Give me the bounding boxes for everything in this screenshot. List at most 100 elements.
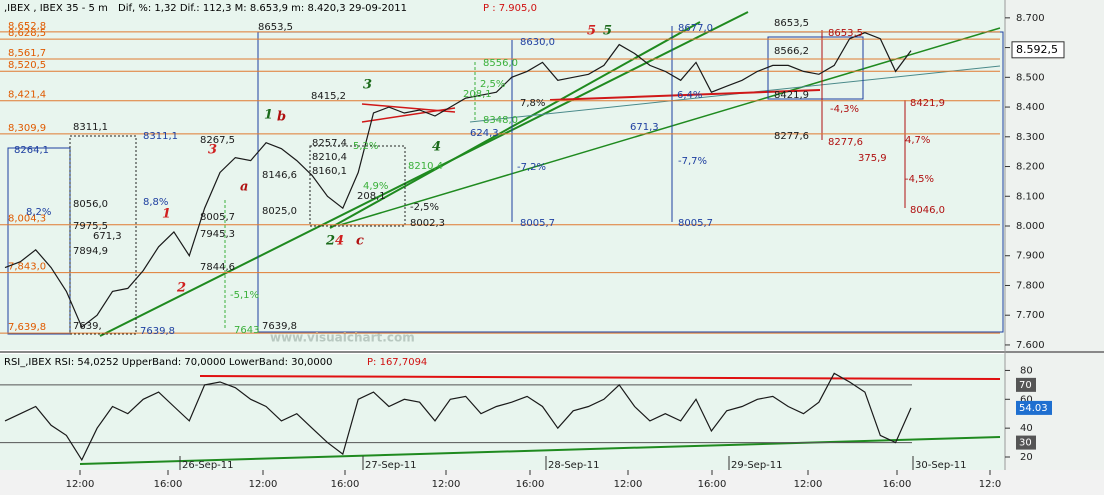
- measure-box: [7, 147, 71, 335]
- annotation: 8311,1: [143, 131, 178, 142]
- date-label: 29-Sep-11: [731, 460, 783, 471]
- rsi-last-label: 54.03: [1019, 403, 1048, 414]
- wave-label: 3: [363, 78, 372, 93]
- y-tick-label: 7.900: [1016, 251, 1045, 262]
- date-label: 27-Sep-11: [365, 460, 417, 471]
- y-tick-label: 8.100: [1016, 191, 1045, 202]
- level-label: 8,628,5: [8, 28, 46, 39]
- annotation: 375,9: [858, 153, 887, 164]
- annotation: 8421,9: [774, 90, 809, 101]
- annotation: 8566,2: [774, 46, 809, 57]
- annotation: 208,1: [463, 89, 492, 100]
- y-tick-label: 8.000: [1016, 221, 1045, 232]
- annotation: 8,8%: [143, 197, 168, 208]
- level-label: 7,843,0: [8, 262, 46, 273]
- wave-label: 2: [325, 234, 335, 249]
- annotation: -4,3%: [830, 104, 859, 115]
- annotation: 7639,8: [140, 326, 175, 337]
- measure-box: [69, 135, 137, 335]
- annotation: 208,1: [357, 191, 386, 202]
- date-label: 30-Sep-11: [915, 460, 967, 471]
- annotation: 8311,1: [73, 122, 108, 133]
- annotation: 8046,0: [910, 205, 945, 216]
- x-tick-label: 12:00: [249, 479, 278, 490]
- y-tick-label: 7.700: [1016, 310, 1045, 321]
- wave-label: 2: [176, 281, 186, 296]
- annotation: 8146,6: [262, 170, 297, 181]
- rsi-band-label: 30: [1019, 438, 1032, 449]
- level-label: 8,520,5: [8, 60, 46, 71]
- wave-label: 4: [335, 234, 344, 249]
- level-label: 8,421,4: [8, 90, 46, 101]
- level-label: 7,639,8: [8, 322, 46, 333]
- y-tick-label: 8.200: [1016, 162, 1045, 173]
- annotation: 8005,7: [200, 212, 235, 223]
- annotation: -7,7%: [678, 156, 707, 167]
- annotation: 8005,7: [520, 218, 555, 229]
- rsi-y-tick-label: 60: [1020, 394, 1033, 405]
- annotation: 7894,9: [73, 246, 108, 257]
- annotation: 8277,6: [774, 131, 809, 142]
- annotation: 7844,6: [200, 262, 235, 273]
- trendline: [99, 11, 749, 337]
- annotation: 671,3: [630, 122, 659, 133]
- trendline: [549, 89, 821, 101]
- rsi-header-p: P: 167,7094: [367, 357, 427, 368]
- price-line: [4, 372, 912, 462]
- rsi-trendline: [199, 375, 1001, 380]
- annotation: 8677,0: [678, 23, 713, 34]
- rsi-last-box: [1016, 400, 1052, 415]
- annotation: 8264,1: [14, 145, 49, 156]
- wave-label: 5: [587, 24, 596, 39]
- annotation: 7,8%: [520, 98, 545, 109]
- annotation: 8630,0: [520, 37, 555, 48]
- rsi-band-box: [1016, 377, 1036, 392]
- annotation: 7643: [234, 325, 259, 336]
- annotation: 8056,0: [73, 199, 108, 210]
- annotation: -7,2%: [517, 162, 546, 173]
- last-value-label: 8.592,5: [1016, 43, 1058, 56]
- wave-label: a: [240, 180, 248, 195]
- measure-box: [309, 145, 406, 227]
- x-tick-label: 16:00: [698, 479, 727, 490]
- annotation: 8653,5: [774, 18, 809, 29]
- wave-label: c: [356, 234, 364, 249]
- annotation: 8002,3: [410, 218, 445, 229]
- annotation: 5,2%: [353, 141, 378, 152]
- date-label: 28-Sep-11: [548, 460, 600, 471]
- price-line: [4, 32, 912, 329]
- wave-label: 1: [162, 207, 171, 222]
- level-label: 8,652,8: [8, 21, 46, 32]
- annotation: 7639,: [73, 321, 102, 332]
- annotation: 8653,5: [258, 22, 293, 33]
- y-tick-label: 8.500: [1016, 72, 1045, 83]
- level-label: 8,561,7: [8, 48, 46, 59]
- rsi-header: RSI_,IBEX RSI: 54,0252 UpperBand: 70,000…: [4, 357, 332, 368]
- x-tick-label: 12:00: [614, 479, 643, 490]
- annotation: 8,2%: [26, 207, 51, 218]
- watermark: www.visualchart.com: [270, 331, 415, 345]
- annotation: 671,3: [93, 231, 122, 242]
- header-symbol: ,IBEX , IBEX 35 - 5 m: [4, 3, 108, 14]
- x-tick-label: 12:00: [66, 479, 95, 490]
- annotation: 7639,8: [262, 321, 297, 332]
- annotation: -4,5%: [905, 174, 934, 185]
- annotation: 8160,1: [312, 166, 347, 177]
- x-tick-label: 16:00: [154, 479, 183, 490]
- annotation: 8277,6: [828, 137, 863, 148]
- header-p: P : 7.905,0: [483, 3, 537, 14]
- x-tick-label: 16:00: [331, 479, 360, 490]
- wave-label: 3: [208, 143, 217, 158]
- rsi-y-tick-label: 20: [1020, 452, 1033, 463]
- y-tick-label: 7.600: [1016, 340, 1045, 351]
- annotation: 8210,4: [408, 161, 443, 172]
- y-tick-label: 8.300: [1016, 132, 1045, 143]
- rsi-band-box: [1016, 435, 1036, 450]
- annotation: 7975,5: [73, 221, 108, 232]
- x-tick-label: 16:00: [516, 479, 545, 490]
- annotation: 8348,0: [483, 115, 518, 126]
- wave-label: 5: [603, 24, 612, 39]
- y-tick-label: 8.700: [1016, 13, 1045, 24]
- wave-label: 1: [264, 108, 273, 123]
